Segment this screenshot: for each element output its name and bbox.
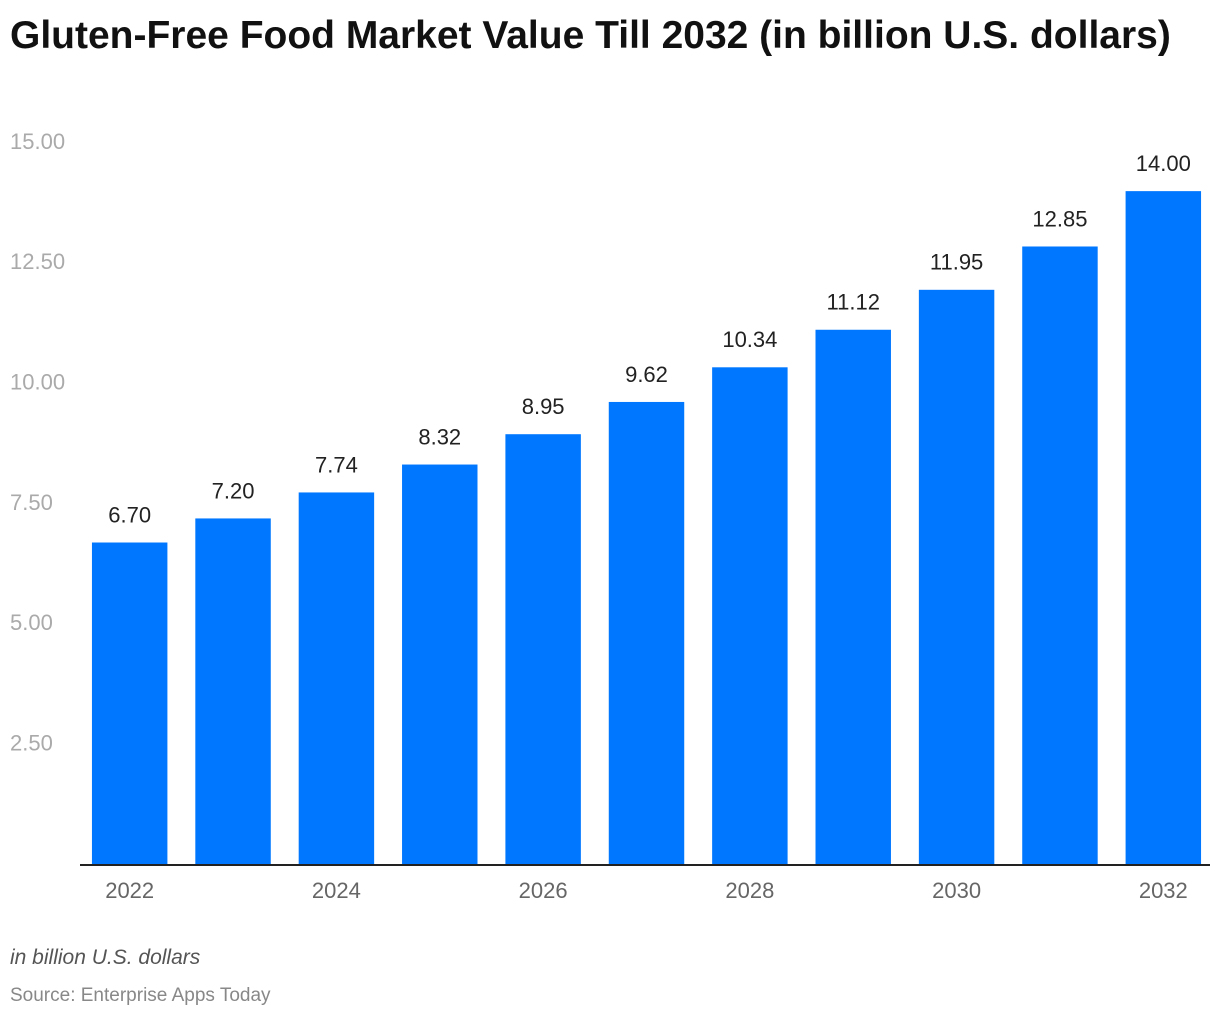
source: Source: Enterprise Apps Today: [10, 985, 271, 1006]
value-label: 9.62: [625, 362, 668, 387]
y-tick-label: 7.50: [10, 490, 53, 515]
value-label: 8.95: [522, 394, 565, 419]
bar: [91, 542, 168, 865]
x-tick-label: 2030: [932, 878, 981, 903]
value-label: 10.34: [722, 327, 777, 352]
bar: [505, 434, 581, 865]
value-label: 7.20: [212, 478, 255, 503]
value-label: 12.85: [1032, 206, 1087, 231]
x-tick-label: 2022: [105, 878, 154, 903]
x-tick-label: 2026: [519, 878, 568, 903]
bar: [298, 492, 375, 865]
y-tick-label: 2.50: [10, 730, 53, 755]
bar: [1125, 191, 1202, 866]
value-label: 11.95: [930, 250, 983, 275]
bar: [815, 329, 891, 865]
y-tick-label: 12.50: [10, 249, 65, 274]
bar: [712, 367, 788, 865]
value-label: 11.12: [827, 290, 880, 315]
value-label: 7.74: [315, 452, 358, 477]
value-label: 14.00: [1136, 151, 1191, 176]
x-tick-label: 2028: [725, 878, 774, 903]
value-label: 6.70: [108, 502, 151, 527]
x-tick-label: 2032: [1139, 878, 1188, 903]
bar: [918, 289, 995, 866]
y-tick-label: 5.00: [10, 610, 53, 635]
bar: [402, 464, 478, 865]
x-tick-label: 2024: [312, 878, 361, 903]
unit-note: in billion U.S. dollars: [10, 946, 201, 969]
value-label: 8.32: [418, 424, 461, 449]
chart-title: Gluten-Free Food Market Value Till 2032 …: [10, 14, 1171, 57]
bar: [1022, 246, 1098, 865]
bar: [608, 401, 685, 865]
y-tick-label: 10.00: [10, 369, 65, 394]
y-tick-label: 15.00: [10, 129, 65, 154]
bar: [195, 518, 271, 865]
